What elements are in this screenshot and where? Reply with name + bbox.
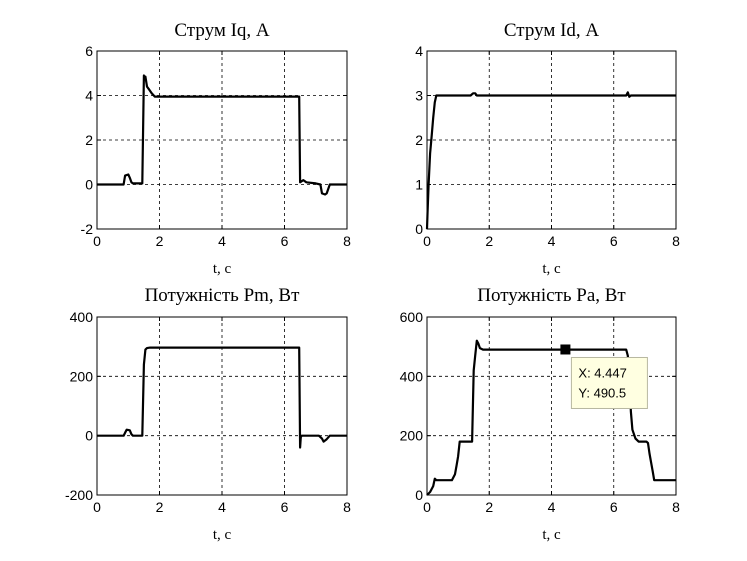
datatip-marker: [560, 344, 571, 355]
x-tick-label: 8: [343, 233, 351, 249]
plot-frame: [426, 50, 677, 230]
y-tick-label: -200: [65, 487, 93, 503]
series-line: [426, 339, 676, 496]
plot-title: Потужність Pm, Вт: [145, 285, 301, 306]
y-tick-label: 4: [85, 88, 93, 104]
y-tick-label: 0: [415, 487, 423, 503]
plot-title: Струм Iq, А: [174, 20, 270, 41]
x-tick-label: 4: [218, 499, 226, 515]
y-tick-label: 1: [415, 177, 423, 193]
y-tick-label: 0: [85, 177, 93, 193]
datatip-box: [570, 356, 648, 409]
plot-title: Потужність Pa, Вт: [477, 285, 626, 306]
y-tick-label: 400: [70, 309, 94, 325]
x-tick-label: 8: [672, 233, 680, 249]
x-tick-label: 2: [485, 233, 493, 249]
series-line: [97, 74, 347, 196]
x-axis-label: t, c: [542, 261, 561, 277]
y-tick-label: 4: [415, 43, 423, 59]
x-tick-label: 0: [93, 233, 101, 249]
x-tick-label: 2: [485, 499, 493, 515]
x-axis-label: t, c: [542, 527, 561, 543]
x-tick-label: 0: [423, 233, 431, 249]
x-axis-label: t, c: [213, 527, 232, 543]
x-tick-label: 2: [156, 499, 164, 515]
datatip-x-label: X: 4.447: [578, 365, 626, 380]
x-tick-label: 4: [548, 233, 556, 249]
x-tick-label: 0: [93, 499, 101, 515]
y-tick-label: 600: [400, 309, 424, 325]
y-tick-label: 200: [400, 428, 424, 444]
plot-area: [97, 51, 347, 229]
series-line: [97, 346, 347, 449]
plot-frame: [426, 316, 677, 496]
y-tick-label: 200: [70, 368, 94, 384]
x-tick-label: 8: [672, 499, 680, 515]
y-tick-label: 2: [85, 132, 93, 148]
x-tick-label: 8: [343, 499, 351, 515]
y-tick-label: 400: [400, 368, 424, 384]
y-tick-label: 3: [415, 88, 423, 104]
x-tick-label: 4: [218, 233, 226, 249]
x-tick-label: 0: [423, 499, 431, 515]
plot-area: [427, 51, 676, 229]
plot-frame: [96, 50, 348, 230]
x-tick-label: 6: [610, 499, 618, 515]
plot-id-current: 0 2 4 6 8 0 1 2 3 4 Струм Id, А t, c: [415, 20, 680, 277]
x-axis-label: t, c: [213, 261, 232, 277]
x-tick-label: 6: [281, 233, 289, 249]
x-tick-label: 6: [281, 499, 289, 515]
y-tick-label: -2: [81, 221, 94, 237]
x-tick-label: 6: [610, 233, 618, 249]
plot-pa-power: 0 2 4 6 8 0 200 400 600 X: 4.447 Y: 490.5 Потужніст…: [400, 285, 680, 543]
x-tick-label: 2: [156, 233, 164, 249]
x-tick-label: 4: [548, 499, 556, 515]
y-tick-label: 2: [415, 132, 423, 148]
y-tick-label: 6: [85, 43, 93, 59]
y-tick-label: 0: [415, 221, 423, 237]
plot-title: Струм Id, А: [504, 20, 600, 41]
series-line: [425, 91, 676, 230]
plot-frame: [96, 316, 348, 496]
y-tick-label: 0: [85, 428, 93, 444]
datatip-y-label: Y: 490.5: [578, 385, 626, 400]
